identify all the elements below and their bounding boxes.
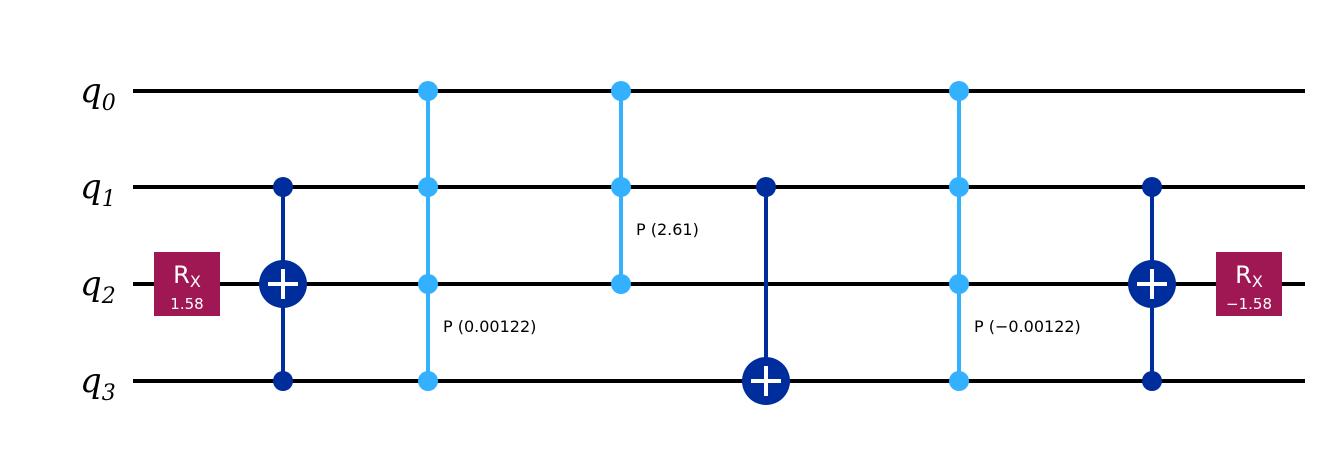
control-dot bbox=[273, 371, 293, 391]
control-dot bbox=[756, 177, 776, 197]
mcp-gate-5: P (−0.00122) bbox=[949, 81, 1081, 391]
rx-gate-param: −1.58 bbox=[1226, 295, 1272, 313]
gates: RX1.58 P (0.00122) P (2.61) P (−0.00122) RX−… bbox=[154, 81, 1282, 405]
qubit-label-0: q0 bbox=[80, 71, 116, 116]
qubit-label-3: q3 bbox=[80, 361, 116, 406]
control-dot bbox=[273, 177, 293, 197]
cp-control-dot bbox=[418, 81, 438, 101]
cp-control-dot bbox=[611, 81, 631, 101]
control-dot bbox=[1142, 177, 1162, 197]
cp-control-dot bbox=[949, 274, 969, 294]
cx-gate-4 bbox=[742, 177, 790, 405]
qubit-label-2: q2 bbox=[80, 264, 116, 309]
qubit-index-2: 2 bbox=[101, 284, 116, 309]
cp-control-dot bbox=[949, 177, 969, 197]
cp-control-dot bbox=[418, 274, 438, 294]
qubit-index-3: 3 bbox=[102, 381, 116, 406]
qubit-wires bbox=[133, 89, 1305, 383]
control-dot bbox=[1142, 371, 1162, 391]
rx-gate-7: RX−1.58 bbox=[1216, 252, 1282, 316]
mcp-gate-2: P (0.00122) bbox=[418, 81, 536, 391]
cp-control-dot bbox=[949, 81, 969, 101]
qubit-label-1: q1 bbox=[80, 167, 116, 212]
cp-gate-label: P (2.61) bbox=[636, 220, 699, 239]
rx-gate-0: RX1.58 bbox=[154, 252, 220, 316]
mcp-gate-3: P (2.61) bbox=[611, 81, 699, 294]
qubit-index-0: 0 bbox=[102, 91, 116, 116]
cx-gate-1 bbox=[259, 177, 307, 391]
qubit-index-1: 1 bbox=[102, 187, 116, 212]
rx-gate-param: 1.58 bbox=[170, 295, 203, 313]
cp-gate-label: P (0.00122) bbox=[443, 317, 536, 336]
cp-control-dot bbox=[611, 274, 631, 294]
qubit-labels: q0 q1 q2 q3 bbox=[80, 71, 116, 406]
cp-control-dot bbox=[949, 371, 969, 391]
cp-control-dot bbox=[611, 177, 631, 197]
cp-control-dot bbox=[418, 371, 438, 391]
cp-gate-label: P (−0.00122) bbox=[974, 317, 1081, 336]
rx-gate-box bbox=[1216, 252, 1282, 316]
cx-gate-6 bbox=[1128, 177, 1176, 391]
cp-control-dot bbox=[418, 177, 438, 197]
rx-gate-box bbox=[154, 252, 220, 316]
